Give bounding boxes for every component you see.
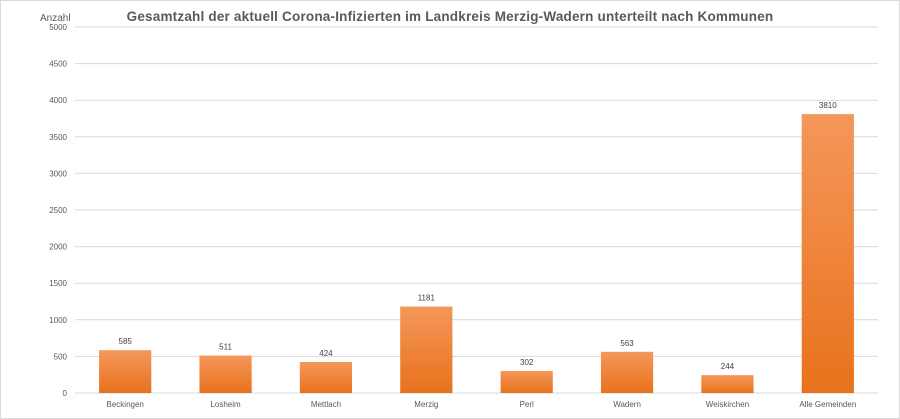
bar-beckingen bbox=[99, 350, 152, 393]
x-tick-label: Mettlach bbox=[311, 400, 341, 409]
x-tick-label: Merzig bbox=[414, 400, 438, 409]
data-label: 511 bbox=[219, 343, 232, 352]
x-tick-label: Beckingen bbox=[107, 400, 144, 409]
y-tick-label: 5000 bbox=[49, 23, 67, 32]
bar-wadern bbox=[600, 351, 654, 393]
x-tick-label: Wadern bbox=[613, 400, 641, 409]
data-label: 1181 bbox=[418, 294, 436, 303]
data-label: 302 bbox=[520, 358, 534, 367]
bar-losheim bbox=[199, 355, 252, 393]
y-tick-label: 0 bbox=[63, 389, 68, 398]
y-tick-label: 500 bbox=[54, 352, 68, 361]
x-tick-label: Losheim bbox=[210, 400, 241, 409]
x-tick-label: Perl bbox=[520, 400, 534, 409]
data-label: 3810 bbox=[819, 101, 837, 110]
y-tick-label: 4000 bbox=[49, 96, 67, 105]
x-axis-ticks: Beckingen Losheim Mettlach Merzig Perl Wadern… bbox=[107, 400, 857, 409]
y-axis-title: Anzahl bbox=[40, 13, 71, 24]
bar-weiskirchen bbox=[701, 375, 754, 393]
bar-alle-gemeinden bbox=[801, 114, 854, 393]
data-label: 563 bbox=[620, 339, 634, 348]
bar-merzig bbox=[400, 306, 453, 393]
y-tick-label: 3500 bbox=[49, 133, 67, 142]
bars: 585 511 424 1181 302 563 244 3810 bbox=[99, 101, 854, 393]
y-tick-label: 3000 bbox=[49, 169, 67, 178]
y-tick-label: 1000 bbox=[49, 316, 67, 325]
y-tick-label: 1500 bbox=[49, 279, 67, 288]
data-label: 244 bbox=[721, 362, 735, 371]
bar-perl bbox=[500, 370, 553, 393]
y-tick-label: 4500 bbox=[49, 60, 67, 69]
y-tick-label: 2500 bbox=[49, 206, 67, 215]
x-tick-label: Alle Gemeinden bbox=[799, 400, 856, 409]
data-label: 424 bbox=[319, 349, 333, 358]
bar-mettlach bbox=[299, 361, 353, 393]
gridlines bbox=[75, 26, 878, 394]
data-label: 585 bbox=[119, 337, 133, 346]
y-axis-ticks: 0 500 1000 1500 2000 2500 3000 3500 4000 4500 5000 bbox=[49, 23, 67, 398]
y-tick-label: 2000 bbox=[49, 243, 67, 252]
chart-title: Gesamtzahl der aktuell Corona-Infizierte… bbox=[126, 9, 774, 24]
x-tick-label: Weiskirchen bbox=[706, 400, 749, 409]
